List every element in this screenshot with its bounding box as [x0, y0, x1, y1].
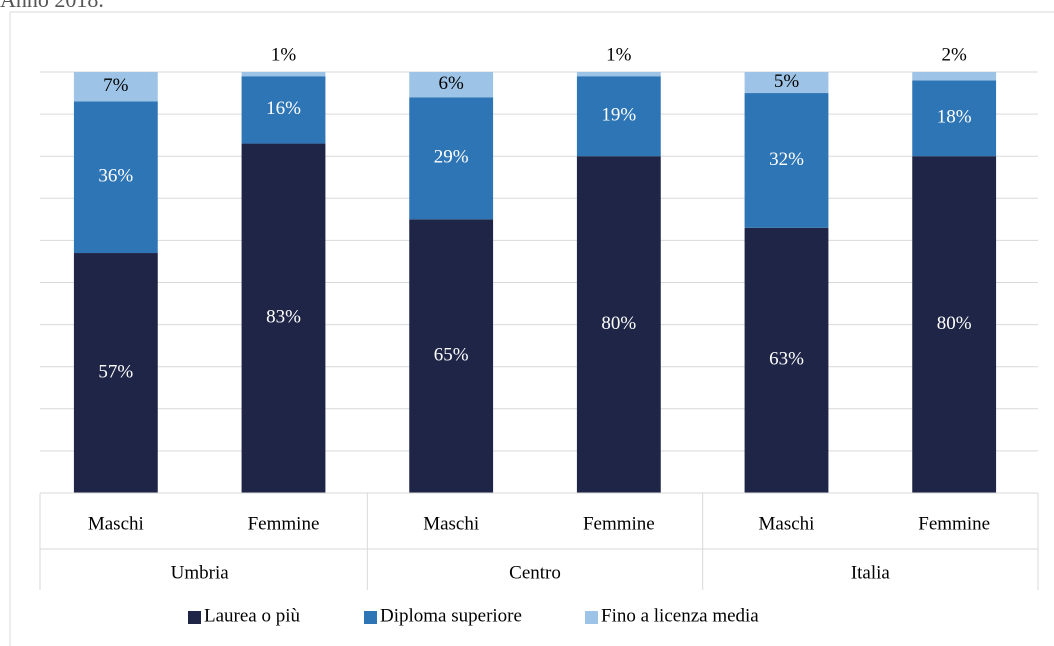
bar-segment	[744, 227, 829, 493]
group-label: Centro	[509, 562, 561, 583]
chart-title: Anno 2018.	[0, 0, 104, 12]
legend-swatch	[364, 611, 377, 624]
data-label: 63%	[769, 349, 804, 370]
x-tick-label: Femmine	[583, 513, 655, 534]
data-label: 32%	[769, 149, 804, 170]
bar-segment	[73, 72, 158, 102]
bar-segment	[409, 97, 494, 220]
bar-segment	[73, 253, 158, 493]
bar-segment	[576, 76, 661, 157]
legend-label: Fino a licenza media	[601, 605, 759, 626]
data-label: 80%	[601, 313, 636, 334]
group-label: Italia	[851, 562, 891, 583]
x-tick-label: Maschi	[759, 513, 815, 534]
data-label: 18%	[937, 107, 972, 128]
bar-segment	[912, 156, 997, 493]
bar-segment	[409, 219, 494, 493]
bar-segment	[744, 93, 829, 228]
x-tick-label: Femmine	[248, 513, 320, 534]
bar-segment	[576, 72, 661, 77]
data-label: 65%	[434, 345, 469, 366]
data-label: 16%	[266, 98, 301, 119]
data-label: 7%	[103, 75, 129, 96]
bar-segment	[912, 72, 997, 81]
data-label: 80%	[937, 313, 972, 334]
data-label: 36%	[98, 166, 133, 187]
data-label: 1%	[271, 44, 297, 65]
legend-label: Diploma superiore	[380, 605, 522, 626]
data-label: 57%	[98, 361, 133, 382]
x-tick-label: Femmine	[918, 513, 990, 534]
legend-label: Laurea o più	[204, 605, 301, 626]
data-label: 19%	[601, 105, 636, 126]
legend-swatch	[585, 611, 598, 624]
data-label: 2%	[942, 44, 968, 65]
bar-segment	[241, 72, 326, 77]
x-tick-label: Maschi	[423, 513, 479, 534]
group-label: Umbria	[171, 562, 230, 583]
data-label: 29%	[434, 147, 469, 168]
bar-segment	[241, 76, 326, 144]
bar-segment	[409, 72, 494, 98]
bar-segment	[576, 156, 661, 493]
data-label: 83%	[266, 307, 301, 328]
data-label: 6%	[439, 73, 465, 94]
bar-segment	[73, 101, 158, 254]
x-tick-label: Maschi	[88, 513, 144, 534]
bar-segment	[241, 143, 326, 493]
bar-segment	[912, 80, 997, 157]
legend-swatch	[188, 611, 201, 624]
data-label: 1%	[606, 44, 632, 65]
data-label: 5%	[774, 71, 800, 92]
bar-segment	[744, 72, 829, 94]
